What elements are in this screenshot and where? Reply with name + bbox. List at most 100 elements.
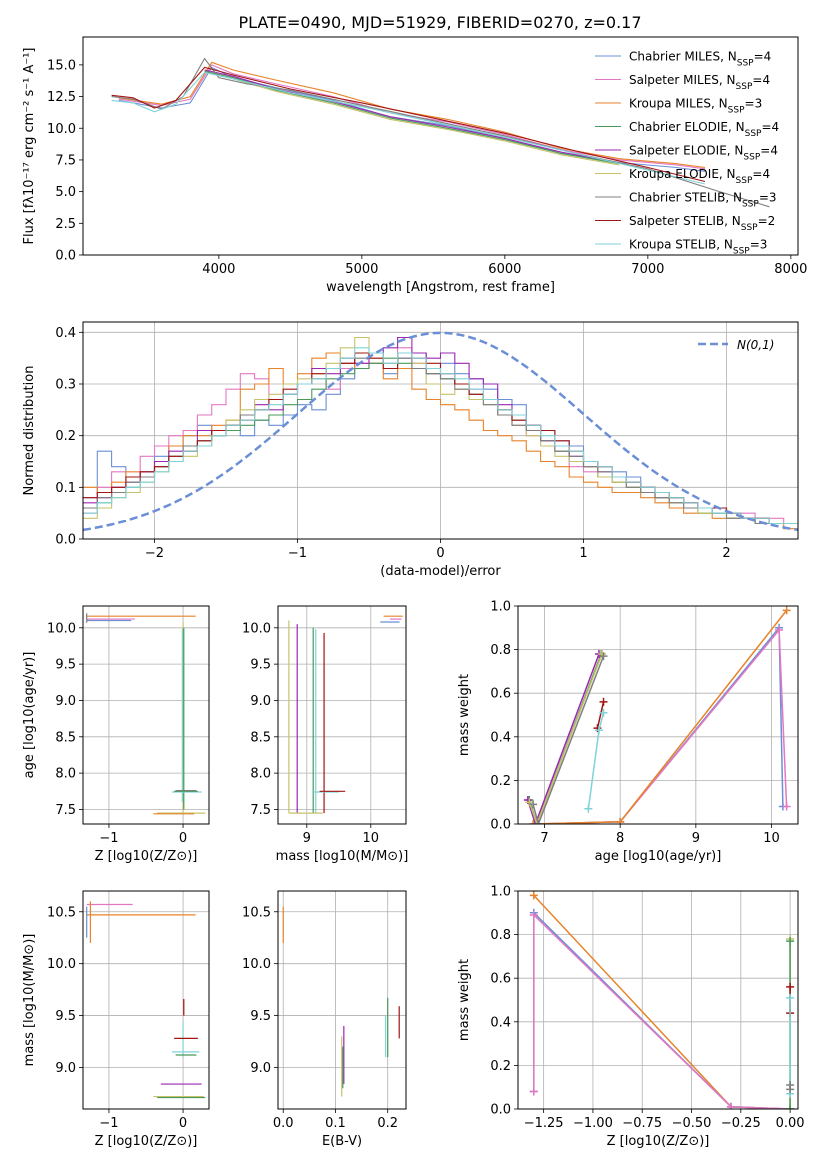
spectrum-line xyxy=(204,69,620,164)
y-tick-label: 2.5 xyxy=(55,217,76,232)
y-tick-label: 9.0 xyxy=(55,1061,76,1076)
y-tick-label: 9.0 xyxy=(250,694,271,709)
weight-line xyxy=(528,653,603,824)
y-tick-label: 8.5 xyxy=(250,730,271,745)
y-axis-label: Normed distribution xyxy=(22,366,37,496)
data-point xyxy=(534,820,543,824)
y-tick-label: 7.5 xyxy=(250,803,271,818)
y-tick-label: 0.0 xyxy=(490,818,511,833)
y-tick-label: 10.0 xyxy=(47,621,76,636)
legend-label: Chabrier STELIB, NSSP=3 xyxy=(629,191,777,210)
plot-area-mass-vs-EBV xyxy=(282,906,400,1097)
y-tick-label: 0.2 xyxy=(55,429,76,444)
plot-area-age-vs-Z xyxy=(86,613,206,815)
y-tick-label: 0.8 xyxy=(490,643,511,658)
histogram-step xyxy=(83,352,798,530)
y-tick-label: 9.0 xyxy=(250,1061,271,1076)
y-tick-label: 10.5 xyxy=(47,905,76,920)
x-tick-label: 9 xyxy=(303,831,311,846)
y-tick-label: 9.5 xyxy=(55,1009,76,1024)
data-point xyxy=(782,802,791,811)
y-tick-label: 7.5 xyxy=(55,153,76,168)
y-axis-label: mass [log10(M/M⊙)] xyxy=(22,934,37,1067)
axes-weight-vs-age: 7 8 9 10 0.0 0.2 0.4 0.6 0.8 1.0 age [log10(age/yr… xyxy=(457,600,799,864)
legend: N(0,1) xyxy=(698,338,774,352)
x-tick-label: 8 xyxy=(616,831,624,846)
data-point xyxy=(726,1102,735,1109)
y-axis-label: Flux [fλ10⁻¹⁷ erg cm⁻² s⁻¹ A⁻¹] xyxy=(22,48,37,245)
spectrum-line xyxy=(118,61,706,169)
data-point xyxy=(529,891,538,900)
axes-frame xyxy=(277,605,407,825)
data-point xyxy=(786,993,795,1002)
y-tick-label: 0.0 xyxy=(55,249,76,264)
spectrum-line xyxy=(204,71,620,166)
axes-frame xyxy=(517,605,799,825)
legend-label: Salpeter MILES, NSSP=4 xyxy=(629,73,770,92)
histogram-step xyxy=(83,347,798,525)
y-tick-label: 0.8 xyxy=(490,928,511,943)
legend-label: N(0,1) xyxy=(737,338,774,352)
axes-weight-vs-Z: −1.25 −1.00 −0.75 −0.50 −0.25 0.00 0.0 0.2 0.4 0.… xyxy=(457,885,805,1150)
data-point xyxy=(529,800,538,809)
y-tick-label: 0.4 xyxy=(55,326,76,341)
y-tick-label: 7.5 xyxy=(55,803,76,818)
y-tick-label: 8.5 xyxy=(55,730,76,745)
chart-title: PLATE=0490, MJD=51929, FIBERID=0270, z=0… xyxy=(238,13,641,32)
x-tick-label: 2 xyxy=(722,546,730,561)
legend-label: Chabrier MILES, NSSP=4 xyxy=(629,50,771,69)
y-axis-label: age [log10(age/yr)] xyxy=(22,652,37,779)
y-tick-label: 0.4 xyxy=(490,1015,511,1030)
x-axis-label: Z [log10(Z/Z⊙)] xyxy=(607,1134,710,1149)
x-tick-label: −0.50 xyxy=(672,1116,712,1131)
weight-line xyxy=(587,712,605,809)
axes-frame xyxy=(517,890,799,1110)
x-axis-label: Z [log10(Z/Z⊙)] xyxy=(95,1134,198,1149)
x-tick-label: 0.2 xyxy=(377,1116,398,1131)
weight-line xyxy=(596,701,605,729)
y-tick-label: 0.0 xyxy=(490,1103,511,1118)
x-tick-label: 8000 xyxy=(774,262,807,277)
x-axis-label: (data-model)/error xyxy=(380,564,501,579)
plot-area-residuals xyxy=(83,331,798,532)
weight-line xyxy=(533,913,791,1109)
y-tick-label: 9.5 xyxy=(250,1009,271,1024)
data-point xyxy=(786,937,795,946)
axes-spectrum: 4000 5000 6000 7000 8000 0.0 2.5 5.0 7.5 10.0 12.5… xyxy=(22,36,807,295)
y-tick-label: 0.6 xyxy=(490,687,511,702)
x-tick-label: 4000 xyxy=(202,262,235,277)
spectrum-line xyxy=(118,66,706,172)
data-point xyxy=(599,652,608,661)
weight-line xyxy=(533,911,791,1109)
x-tick-label: 9 xyxy=(692,831,700,846)
y-axis-label: mass weight xyxy=(457,674,472,756)
axes-age-vs-Z: −1 0 7.5 8.0 8.5 9.0 9.5 10.0 Z [log10(Z/Z⊙)] age… xyxy=(22,605,210,864)
x-tick-label: 10 xyxy=(363,831,380,846)
weight-line xyxy=(533,609,788,824)
axes-residuals: −2 −1 0 1 2 0.0 0.1 0.2 0.3 0.4 (data-model)/error… xyxy=(22,321,799,579)
data-point xyxy=(786,982,795,991)
x-tick-label: −1 xyxy=(99,831,118,846)
y-tick-label: 10.0 xyxy=(242,957,271,972)
x-axis-label: E(B-V) xyxy=(322,1134,362,1149)
weight-line xyxy=(527,653,600,824)
x-tick-label: −2 xyxy=(145,546,164,561)
x-axis-label: mass [log10(M/M⊙)] xyxy=(276,849,409,864)
axes-frame xyxy=(277,890,407,1110)
spectrum-line xyxy=(111,57,770,208)
legend-label: Kroupa ELODIE, NSSP=4 xyxy=(629,167,770,186)
x-tick-label: 6000 xyxy=(488,262,521,277)
axes-frame xyxy=(82,890,210,1110)
gaussian-curve xyxy=(83,331,798,532)
y-tick-label: 0.6 xyxy=(490,972,511,987)
x-tick-label: −0.75 xyxy=(622,1116,662,1131)
legend-label: Kroupa MILES, NSSP=3 xyxy=(629,97,762,116)
plot-area-weight-vs-age xyxy=(523,606,791,824)
x-axis-label: Z [log10(Z/Z⊙)] xyxy=(95,849,198,864)
y-tick-label: 9.5 xyxy=(55,658,76,673)
y-tick-label: 8.0 xyxy=(55,767,76,782)
y-tick-label: 10.0 xyxy=(242,621,271,636)
x-tick-label: 10 xyxy=(763,831,780,846)
x-tick-label: 0.1 xyxy=(325,1116,346,1131)
